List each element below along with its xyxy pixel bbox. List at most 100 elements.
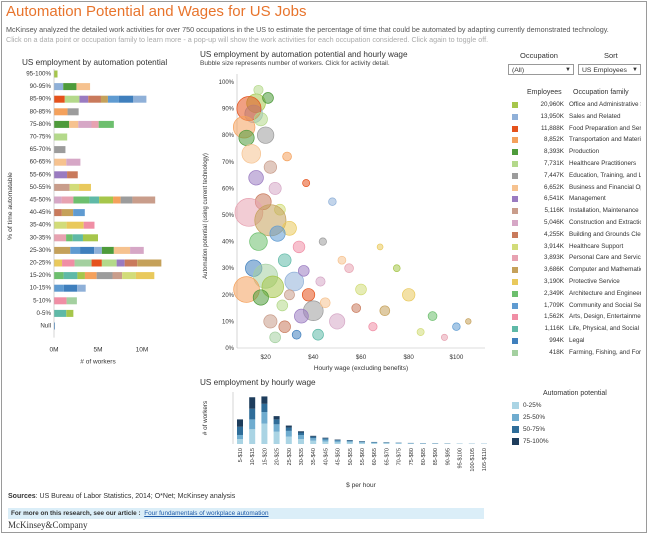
hist-bar-segment[interactable]: [249, 419, 256, 430]
hist-bar-segment[interactable]: [237, 434, 243, 440]
hist-bar-segment[interactable]: [371, 442, 378, 444]
hist-bar-segment[interactable]: [285, 430, 292, 437]
bar-segment[interactable]: [122, 272, 136, 280]
occupation-legend-item[interactable]: 6,652K Business and Financial Operations: [511, 183, 643, 195]
bar-segment[interactable]: [130, 246, 144, 254]
hist-bar-segment[interactable]: [261, 412, 268, 424]
bar-segment[interactable]: [116, 259, 125, 267]
scatter-bubble[interactable]: [298, 265, 310, 277]
bar-segment[interactable]: [54, 108, 68, 116]
scatter-bubble[interactable]: [269, 331, 281, 344]
bar-segment[interactable]: [61, 196, 74, 204]
bar-segment[interactable]: [54, 183, 70, 191]
scatter-bubble[interactable]: [329, 313, 346, 330]
bar-segment[interactable]: [77, 284, 86, 292]
scatter-bubble[interactable]: [284, 271, 304, 292]
bar-segment[interactable]: [54, 284, 64, 292]
scatter-bubble[interactable]: [262, 92, 274, 104]
hist-bar-segment[interactable]: [334, 440, 341, 443]
hist-bar-segment[interactable]: [273, 416, 280, 420]
occupation-legend-item[interactable]: 6,541K Management: [511, 194, 643, 206]
sort-select[interactable]: US Employees ▼: [578, 64, 641, 75]
scatter-bubble[interactable]: [276, 299, 289, 312]
bar-segment[interactable]: [64, 95, 80, 103]
bar-segment[interactable]: [113, 196, 121, 204]
hist-bar-segment[interactable]: [261, 403, 268, 413]
hist-bar-segment[interactable]: [346, 442, 353, 444]
hist-bar-segment[interactable]: [237, 426, 243, 435]
hist-bar-segment[interactable]: [310, 440, 317, 444]
bar-segment[interactable]: [76, 83, 91, 91]
bar-segment[interactable]: [72, 234, 83, 242]
hist-bar-segment[interactable]: [237, 419, 243, 427]
scatter-bubble[interactable]: [319, 297, 331, 309]
occupation-legend-item[interactable]: 2,349K Architecture and Engineering: [511, 289, 643, 301]
hist-bar-segment[interactable]: [322, 438, 329, 440]
hist-bar-segment[interactable]: [334, 442, 341, 444]
occupation-legend-item[interactable]: 7,447K Education, Training, and Library: [511, 171, 643, 183]
hist-bar-segment[interactable]: [395, 443, 402, 444]
bar-segment[interactable]: [113, 246, 131, 254]
bar-segment[interactable]: [82, 234, 98, 242]
bar-segment[interactable]: [54, 171, 68, 179]
occupation-legend-item[interactable]: 8,393K Production: [511, 147, 643, 159]
bar-segment[interactable]: [101, 246, 114, 254]
occupation-legend-item[interactable]: 1,709K Community and Social Service: [511, 301, 643, 313]
scatter-bubble[interactable]: [376, 243, 384, 251]
scatter-bubble[interactable]: [252, 289, 269, 306]
scatter-bubble[interactable]: [302, 179, 311, 187]
bar-segment[interactable]: [66, 309, 74, 317]
bar-segment[interactable]: [54, 158, 67, 166]
automation-legend-item[interactable]: 25-50%: [512, 414, 545, 421]
scatter-bubble[interactable]: [392, 264, 401, 272]
wage-histogram[interactable]: # of workers 5-$10 10-$15 15-$20 20-$25 25-$3…: [195, 388, 500, 490]
scatter-bubble[interactable]: [465, 318, 472, 325]
scatter-bubble[interactable]: [238, 129, 255, 146]
automation-legend-item[interactable]: 0-25%: [512, 402, 541, 409]
bar-segment[interactable]: [61, 209, 74, 217]
occupation-legend-item[interactable]: 11,888K Food Preparation and Serving: [511, 124, 643, 136]
hist-bar-segment[interactable]: [273, 419, 280, 425]
scatter-bubble[interactable]: [261, 275, 284, 298]
occupation-legend-item[interactable]: 418K Farming, Fishing, and Forestry: [511, 348, 643, 360]
scatter-bubble[interactable]: [278, 320, 291, 333]
occupation-legend-item[interactable]: 8,852K Transportation and Material Moving: [511, 135, 643, 147]
hist-bar-segment[interactable]: [298, 431, 304, 433]
bar-segment[interactable]: [54, 133, 68, 141]
bar-segment[interactable]: [88, 95, 101, 103]
bar-segment[interactable]: [54, 120, 70, 128]
bar-segment[interactable]: [83, 221, 95, 229]
bar-segment[interactable]: [54, 209, 62, 217]
bar-segment[interactable]: [54, 246, 71, 254]
scatter-bubble[interactable]: [292, 240, 306, 254]
occupation-legend-item[interactable]: 1,116K Life, Physical, and Social Science: [511, 324, 643, 336]
bar-segment[interactable]: [54, 234, 67, 242]
bar-segment[interactable]: [54, 95, 65, 103]
bar-segment[interactable]: [77, 272, 85, 280]
bar-segment[interactable]: [124, 259, 138, 267]
bar-segment[interactable]: [135, 272, 155, 280]
scatter-bubble[interactable]: [368, 322, 378, 332]
scatter-bubble[interactable]: [355, 283, 367, 296]
hist-bar-segment[interactable]: [273, 431, 280, 444]
bar-segment[interactable]: [99, 196, 114, 204]
occupation-legend-item[interactable]: 994K Legal: [511, 336, 643, 348]
bar-segment[interactable]: [69, 183, 80, 191]
occupation-legend-item[interactable]: 3,893K Personal Care and Service: [511, 253, 643, 265]
scatter-bubble[interactable]: [312, 328, 324, 341]
bar-segment[interactable]: [69, 120, 79, 128]
scatter-bubble[interactable]: [291, 329, 302, 340]
bar-segment[interactable]: [112, 272, 123, 280]
scatter-bubble[interactable]: [301, 288, 316, 302]
bar-segment[interactable]: [78, 120, 92, 128]
bar-segment[interactable]: [62, 259, 75, 267]
bar-segment[interactable]: [98, 120, 114, 128]
scatter-bubble[interactable]: [263, 314, 278, 329]
scatter-bubble[interactable]: [294, 308, 309, 324]
occupation-select[interactable]: (All) ▼: [508, 64, 574, 75]
scatter-bubble[interactable]: [268, 181, 282, 195]
occupation-legend-item[interactable]: 3,914K Healthcare Support: [511, 242, 643, 254]
hist-bar-segment[interactable]: [249, 397, 256, 409]
scatter-bubble[interactable]: [249, 232, 268, 251]
hist-bar-segment[interactable]: [261, 396, 268, 404]
